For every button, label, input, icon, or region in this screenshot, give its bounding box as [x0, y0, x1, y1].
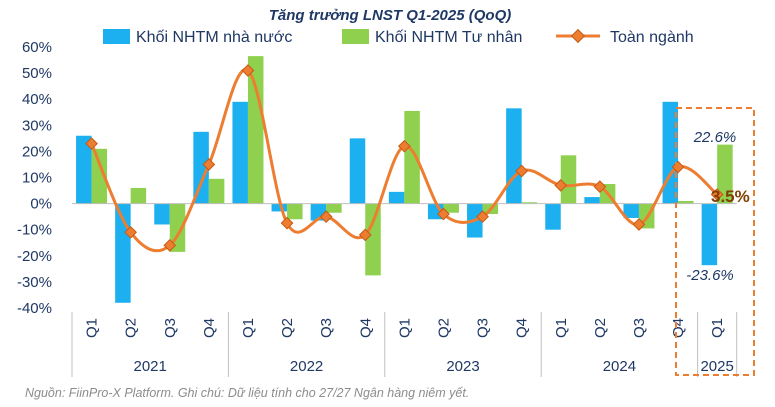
- bar-state: [584, 197, 600, 204]
- bar-private: [287, 204, 303, 220]
- y-tick-label: 40%: [22, 91, 52, 108]
- legend-label-state: Khối NHTM nhà nước: [136, 29, 292, 46]
- bar-state: [232, 102, 248, 204]
- x-tick-quarter: Q2: [279, 318, 296, 338]
- x-tick-year: 2025: [700, 358, 733, 375]
- bar-state: [154, 204, 170, 225]
- x-tick-quarter: Q4: [357, 318, 374, 338]
- y-tick-label: 10%: [22, 170, 52, 187]
- y-axis: 60% 50% 40% 30% 20% 10% 0% -10% -20% -30% -40%: [17, 39, 52, 317]
- bars: [76, 56, 733, 303]
- legend-swatch-private: [342, 29, 369, 44]
- bar-private: [131, 188, 147, 204]
- y-tick-label: 20%: [22, 143, 52, 160]
- annotation-private-last: 22.6%: [693, 129, 737, 146]
- legend-label-total: Toàn ngành: [610, 29, 694, 46]
- legend-label-private: Khối NHTM Tư nhân: [375, 29, 522, 46]
- bar-state: [545, 204, 561, 230]
- x-tick-year: 2022: [290, 358, 323, 375]
- x-tick-quarter: Q3: [475, 318, 492, 338]
- bar-private: [365, 204, 381, 276]
- annotation-total-last: 3.5%: [711, 187, 750, 206]
- bar-private: [561, 155, 577, 203]
- y-tick-label: -10%: [17, 222, 52, 239]
- y-tick-label: 0%: [30, 196, 52, 213]
- x-tick-quarter: Q3: [631, 318, 648, 338]
- x-tick-quarter: Q2: [592, 318, 609, 338]
- chart-title: Tăng trưởng LNST Q1-2025 (QoQ): [269, 7, 511, 24]
- x-tick-quarter: Q3: [318, 318, 335, 338]
- y-tick-label: 60%: [22, 39, 52, 56]
- x-tick-quarter: Q1: [553, 318, 570, 338]
- bar-state: [350, 138, 366, 203]
- x-tick-quarter: Q3: [162, 318, 179, 338]
- x-tick-year: 2024: [603, 358, 636, 375]
- x-axis: Q1 Q2 Q3 Q4 Q1 Q2 Q3 Q4 Q1 Q2 Q3 Q4 Q1 Q2 Q3 Q4 Q1 2021 20…: [72, 312, 737, 377]
- y-tick-label: -20%: [17, 248, 52, 265]
- bar-state: [506, 108, 522, 203]
- legend-marker-total: [572, 30, 585, 43]
- x-tick-quarter: Q1: [240, 318, 257, 338]
- x-tick-quarter: Q4: [514, 318, 531, 338]
- x-tick-quarter: Q1: [396, 318, 413, 338]
- legend-swatch-state: [103, 29, 130, 44]
- x-tick-quarter: Q2: [123, 318, 140, 338]
- bar-private: [326, 204, 342, 213]
- x-tick-quarter: Q1: [709, 318, 726, 338]
- x-tick-year: 2023: [446, 358, 479, 375]
- annotation-state-last: -23.6%: [686, 267, 734, 284]
- x-tick-quarter: Q1: [84, 318, 101, 338]
- bar-state: [702, 204, 718, 266]
- y-tick-label: 50%: [22, 65, 52, 82]
- y-tick-label: 30%: [22, 117, 52, 134]
- source-note: Nguồn: FiinPro-X Platform. Ghi chú: Dữ l…: [25, 386, 469, 400]
- y-tick-label: -40%: [17, 300, 52, 317]
- legend: Khối NHTM nhà nước Khối NHTM Tư nhân Toà…: [103, 29, 694, 46]
- x-tick-quarter: Q4: [670, 318, 687, 338]
- bar-state: [389, 192, 405, 204]
- x-tick-quarter: Q4: [201, 318, 218, 338]
- x-tick-year: 2021: [134, 358, 167, 375]
- y-tick-label: -30%: [17, 274, 52, 291]
- bar-private: [209, 179, 225, 204]
- bar-private: [248, 56, 264, 203]
- x-tick-quarter: Q2: [435, 318, 452, 338]
